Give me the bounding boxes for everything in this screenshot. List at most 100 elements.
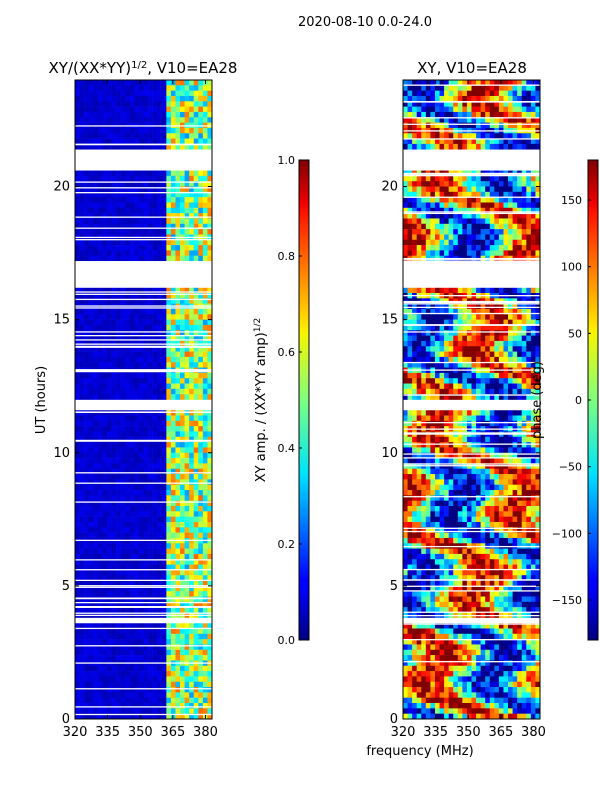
heatmap-cell xyxy=(203,96,208,102)
heatmap-cell xyxy=(171,309,176,315)
heatmap-cell xyxy=(153,591,158,597)
heatmap-cell xyxy=(116,522,121,528)
heatmap-cell xyxy=(412,288,417,294)
heatmap-cell xyxy=(162,128,167,134)
heatmap-cell xyxy=(203,325,208,331)
heatmap-cell xyxy=(89,517,94,523)
heatmap-cell xyxy=(472,240,477,246)
heatmap-cell xyxy=(112,394,117,400)
heatmap-cell xyxy=(198,431,203,437)
heatmap-cell xyxy=(121,128,126,134)
heatmap-cell xyxy=(102,650,107,656)
heatmap-cell xyxy=(171,650,176,656)
heatmap-cell xyxy=(157,117,162,123)
heatmap-cell xyxy=(84,666,89,672)
heatmap-cell xyxy=(139,447,144,453)
heatmap-cell xyxy=(171,506,176,512)
heatmap-cell xyxy=(162,240,167,246)
heatmap-cell xyxy=(102,421,107,427)
heatmap-cell xyxy=(157,458,162,464)
heatmap-cell xyxy=(403,133,408,139)
heatmap-cell xyxy=(417,250,422,256)
heatmap-cell xyxy=(162,682,167,688)
heatmap-cell xyxy=(444,144,449,150)
heatmap-cell xyxy=(84,421,89,427)
heatmap-cell xyxy=(107,213,112,219)
heatmap-cell xyxy=(513,85,518,91)
heatmap-cell xyxy=(462,123,467,129)
heatmap-cell xyxy=(171,85,176,91)
heatmap-cell xyxy=(153,676,158,682)
heatmap-cell xyxy=(148,139,153,145)
heatmap-cell xyxy=(503,234,508,240)
heatmap-cell xyxy=(80,176,85,182)
heatmap-cell xyxy=(175,373,180,379)
heatmap-cell xyxy=(107,415,112,421)
heatmap-cell xyxy=(485,378,490,384)
heatmap-cell xyxy=(157,229,162,235)
heatmap-cell xyxy=(102,527,107,533)
heatmap-cell xyxy=(121,117,126,123)
heatmap-cell xyxy=(203,479,208,485)
heatmap-cell xyxy=(166,421,171,427)
heatmap-cell xyxy=(171,463,176,469)
heatmap-cell xyxy=(93,250,98,256)
heatmap-cell xyxy=(166,218,171,224)
heatmap-cell xyxy=(148,309,153,315)
heatmap-cell xyxy=(490,96,495,102)
heatmap-cell xyxy=(166,117,171,123)
heatmap-cell xyxy=(499,336,504,342)
heatmap-cell xyxy=(531,336,536,342)
flag-line xyxy=(75,585,212,586)
heatmap-cell xyxy=(89,218,94,224)
heatmap-cell xyxy=(467,240,472,246)
heatmap-cell xyxy=(426,352,431,358)
heatmap-cell xyxy=(453,224,458,230)
heatmap-cell xyxy=(481,384,486,390)
heatmap-cell xyxy=(453,352,458,358)
heatmap-cell xyxy=(84,357,89,363)
heatmap-cell xyxy=(189,426,194,432)
heatmap-cell xyxy=(180,543,185,549)
heatmap-cell xyxy=(485,123,490,129)
heatmap-cell xyxy=(194,394,199,400)
heatmap-cell xyxy=(107,687,112,693)
heatmap-cell xyxy=(194,591,199,597)
heatmap-cell xyxy=(203,527,208,533)
heatmap-cell xyxy=(476,336,481,342)
heatmap-cell xyxy=(171,533,176,539)
heatmap-cell xyxy=(84,250,89,256)
heatmap-cell xyxy=(531,144,536,150)
heatmap-cell xyxy=(148,442,153,448)
heatmap-cell xyxy=(508,187,513,193)
heatmap-cell xyxy=(440,245,445,251)
heatmap-cell xyxy=(426,357,431,363)
heatmap-cell xyxy=(171,112,176,118)
heatmap-cell xyxy=(89,101,94,107)
heatmap-cell xyxy=(194,597,199,603)
heatmap-cell xyxy=(116,597,121,603)
heatmap-cell xyxy=(121,666,126,672)
flag-line xyxy=(75,615,212,616)
heatmap-cell xyxy=(139,107,144,113)
heatmap-cell xyxy=(75,373,80,379)
heatmap-cell xyxy=(198,357,203,363)
heatmap-cell xyxy=(166,197,171,203)
flag-line xyxy=(75,239,212,240)
heatmap-cell xyxy=(162,309,167,315)
heatmap-cell xyxy=(453,144,458,150)
heatmap-cell xyxy=(198,389,203,395)
heatmap-cell xyxy=(80,543,85,549)
heatmap-cell xyxy=(180,607,185,613)
heatmap-cell xyxy=(144,485,149,491)
heatmap-cell xyxy=(490,85,495,91)
heatmap-cell xyxy=(430,187,435,193)
amplitude-colorbar: 0.00.20.40.60.81.0 XY amp. / (XX*YY amp)… xyxy=(253,154,309,647)
heatmap-cell xyxy=(508,352,513,358)
heatmap-cell xyxy=(198,101,203,107)
heatmap-cell xyxy=(125,447,130,453)
heatmap-cell xyxy=(93,80,98,86)
heatmap-cell xyxy=(435,410,440,416)
heatmap-cell xyxy=(462,389,467,395)
heatmap-cell xyxy=(80,634,85,640)
